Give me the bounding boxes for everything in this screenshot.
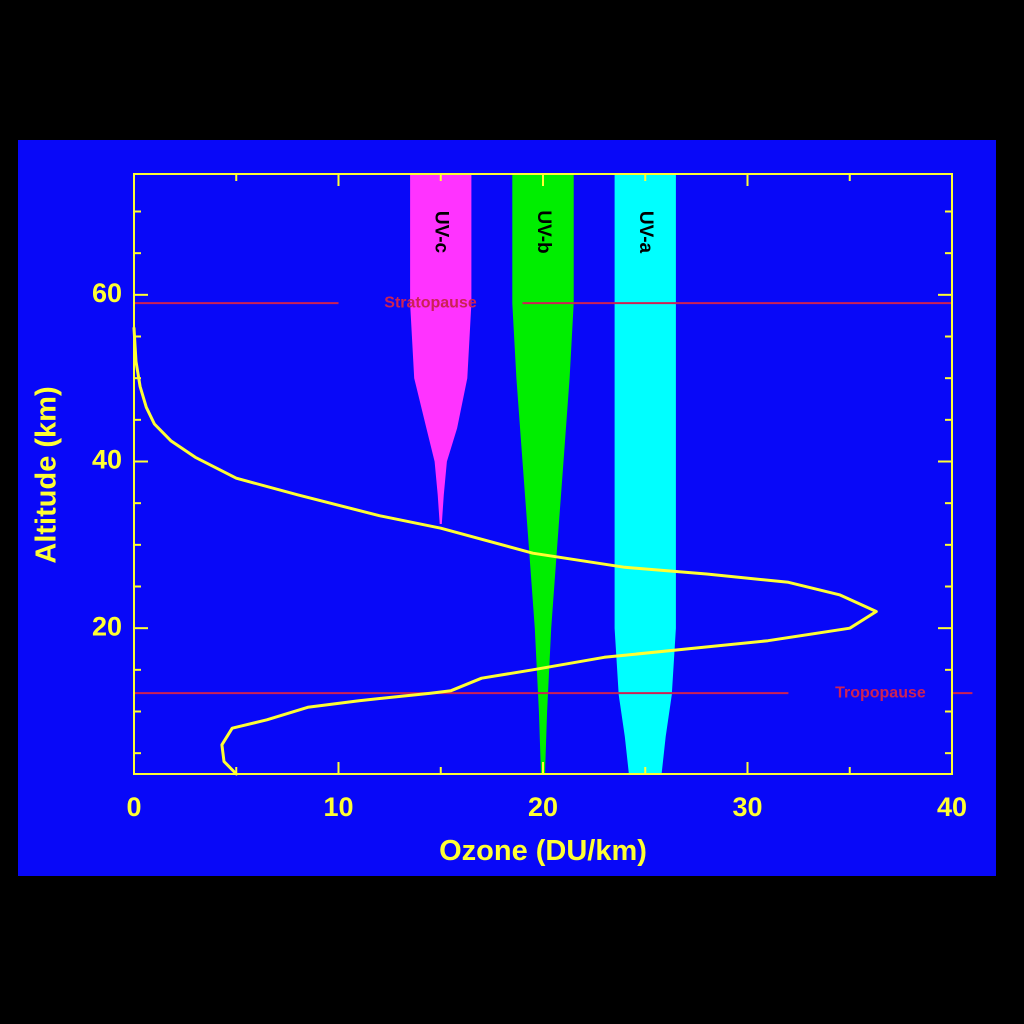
x-axis-title: Ozone (DU/km) bbox=[439, 835, 647, 867]
x-tick-labels: 0 10 20 30 40 bbox=[126, 792, 967, 822]
x-tick-label: 30 bbox=[732, 792, 762, 822]
uv-bands: UV-c UV-b UV-a bbox=[410, 174, 676, 774]
plot-panel: UV-c UV-b UV-a Stratopause Tropopause 0 10 20… bbox=[18, 140, 996, 876]
reference-label: Tropopause bbox=[835, 684, 926, 701]
uv-band-uv-a bbox=[614, 174, 676, 774]
x-tick-label: 10 bbox=[323, 792, 353, 822]
ozone-profile-line bbox=[132, 326, 878, 776]
series bbox=[132, 326, 878, 776]
reference-lines: Stratopause Tropopause bbox=[134, 294, 973, 701]
uv-band-label: UV-b bbox=[533, 210, 554, 253]
uv-band-label: UV-c bbox=[431, 211, 452, 254]
x-tick-label: 40 bbox=[937, 792, 967, 822]
ozone-profile-chart: UV-c UV-b UV-a Stratopause Tropopause 0 10 20… bbox=[31, 173, 973, 867]
y-tick-labels: 20 40 60 bbox=[92, 278, 122, 641]
y-tick-label: 40 bbox=[92, 445, 122, 475]
y-tick-label: 20 bbox=[92, 611, 122, 641]
y-tick-label: 60 bbox=[92, 278, 122, 308]
uv-band-uv-b bbox=[512, 174, 574, 774]
uv-band-uv-c bbox=[410, 174, 472, 524]
uv-band-label: UV-a bbox=[635, 211, 656, 254]
x-tick-label: 20 bbox=[528, 792, 558, 822]
x-tick-label: 0 bbox=[126, 792, 141, 822]
y-axis-title: Altitude (km) bbox=[31, 386, 63, 563]
axis-ticks bbox=[133, 174, 953, 774]
reference-label: Stratopause bbox=[384, 294, 477, 311]
